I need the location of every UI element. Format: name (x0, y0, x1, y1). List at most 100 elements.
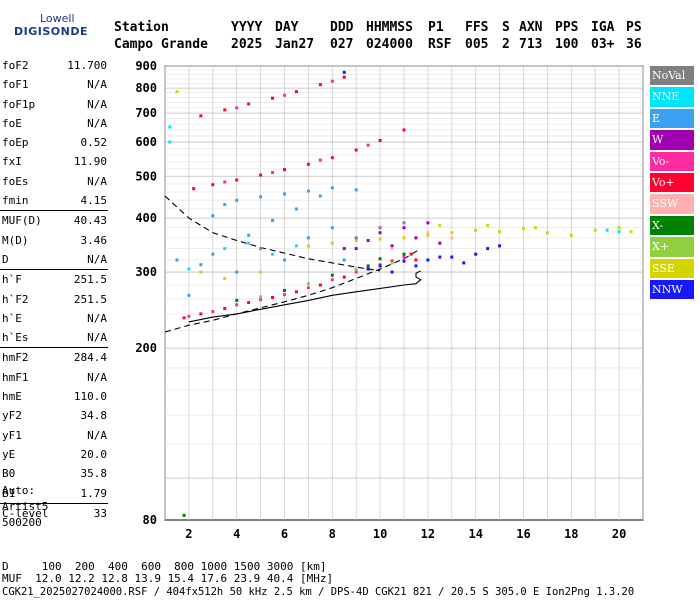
param-name: hmE (2, 390, 22, 404)
echo-point-vo- (318, 158, 322, 162)
x-tick-label: 2 (185, 527, 192, 541)
param-value: 251.5 (73, 273, 107, 287)
echo-point-nne (247, 241, 251, 245)
x-tick-label: 4 (233, 527, 240, 541)
param-row: foEs N/A (0, 172, 108, 191)
echo-point-vo- (409, 252, 413, 256)
echo-point-sse (438, 223, 442, 227)
echo-point-vo- (223, 108, 227, 112)
param-row: B1 1.79 (0, 484, 108, 503)
echo-point-sse (617, 226, 621, 230)
header-label-p1: P1 (428, 20, 444, 35)
echo-point-sse (306, 244, 310, 248)
header-value-axn: 713 (519, 37, 543, 52)
param-name: yF2 (2, 409, 22, 423)
echo-point-vo- (402, 128, 406, 132)
param-row: M(D) 3.46 (0, 231, 108, 250)
x-tick-label: 20 (612, 527, 626, 541)
echo-point-sse (259, 270, 263, 274)
param-row: foEp 0.52 (0, 133, 108, 152)
param-value: 33 (93, 506, 107, 520)
param-row: h`E N/A (0, 309, 108, 328)
legend-item-sse: SSE (650, 258, 694, 278)
echo-point-e (175, 258, 179, 262)
echo-point-sse (593, 228, 597, 232)
y-tick-label: 300 (135, 265, 157, 279)
param-value: 284.4 (73, 351, 107, 365)
echo-point-noval (354, 236, 358, 240)
header-value-ddd: 027 (330, 37, 354, 52)
echo-point-ssw (390, 247, 394, 251)
echo-point-vo- (283, 168, 286, 172)
echo-point-nnw (426, 258, 430, 262)
header-label-hhmmss: HHMMSS (366, 20, 413, 35)
param-value: N/A (87, 331, 107, 345)
x-tick-label: 10 (373, 527, 387, 541)
param-name: foEs (2, 174, 29, 188)
echo-point-nne (271, 252, 275, 256)
param-row: B0 35.8 (0, 464, 108, 483)
echo-point-nnw (402, 259, 406, 263)
param-row: h`F 251.5 (0, 270, 108, 289)
echo-point-vo- (271, 295, 275, 299)
echo-point-vo- (235, 106, 239, 110)
echo-point-vo- (378, 138, 382, 142)
param-row: hmF1 N/A (0, 368, 108, 387)
echo-point-sse (498, 230, 502, 234)
echo-point-vo- (354, 148, 358, 152)
param-name: fmin (2, 194, 29, 208)
params-separator (0, 347, 108, 349)
echo-point-nnw (342, 70, 346, 74)
echo-point-x- (283, 288, 286, 292)
param-name: B0 (2, 467, 16, 481)
y-tick-label: 600 (135, 135, 157, 149)
param-value: 0.52 (80, 136, 108, 150)
param-name: h`Es (2, 331, 29, 345)
echo-point-vo- (211, 310, 215, 314)
header-value-p1: RSF (428, 37, 452, 52)
echo-point-sse (522, 227, 525, 231)
param-name: fxI (2, 155, 22, 169)
legend-item-nnw: NNW (650, 279, 694, 300)
echo-point-vo- (235, 178, 239, 182)
echo-point-e (271, 218, 275, 222)
param-row: yF1 N/A (0, 426, 108, 445)
param-name: C-level (2, 506, 49, 520)
echo-point-nnw (462, 261, 466, 265)
param-row: foF1p N/A (0, 95, 108, 114)
echo-point-vo- (390, 259, 394, 263)
param-row: fmin 4.15 (0, 191, 108, 210)
auto-algorithm: Artist5 (2, 500, 49, 513)
param-value: 1.79 (80, 486, 108, 500)
dashed-trace (164, 195, 381, 272)
header-label-iga: IGA (591, 20, 615, 35)
param-name: foE (2, 116, 22, 130)
echo-point-sse (450, 231, 454, 235)
echo-point-vo- (330, 278, 334, 282)
param-value: N/A (87, 428, 107, 442)
echo-point-vo- (192, 187, 196, 191)
echo-point-sse (533, 226, 537, 230)
echo-point-nnw (390, 270, 394, 274)
legend-item-x-: X+ (650, 237, 694, 257)
echo-point-vo- (330, 156, 334, 160)
echo-point-e (354, 188, 358, 192)
echo-point-nne (294, 244, 298, 248)
dashed-trace (164, 248, 421, 333)
echo-point-e (187, 293, 191, 297)
param-value: 4.15 (80, 194, 108, 208)
echo-point-sse (199, 270, 203, 274)
echo-point-nnw (438, 255, 442, 259)
legend-item-nne: NNE (650, 87, 694, 107)
echo-point-sse (175, 90, 179, 94)
echo-point-x- (366, 264, 370, 268)
echo-point-nne (168, 125, 172, 129)
echo-point-w (438, 241, 442, 245)
header-label-yyyy: YYYY (231, 20, 263, 35)
legend-item-e: E (650, 108, 694, 129)
echo-point-x- (259, 295, 263, 299)
legend-item-x-: X- (650, 215, 694, 236)
y-tick-label: 400 (135, 211, 157, 225)
param-row: foE N/A (0, 114, 108, 133)
param-value: 34.8 (80, 409, 108, 423)
